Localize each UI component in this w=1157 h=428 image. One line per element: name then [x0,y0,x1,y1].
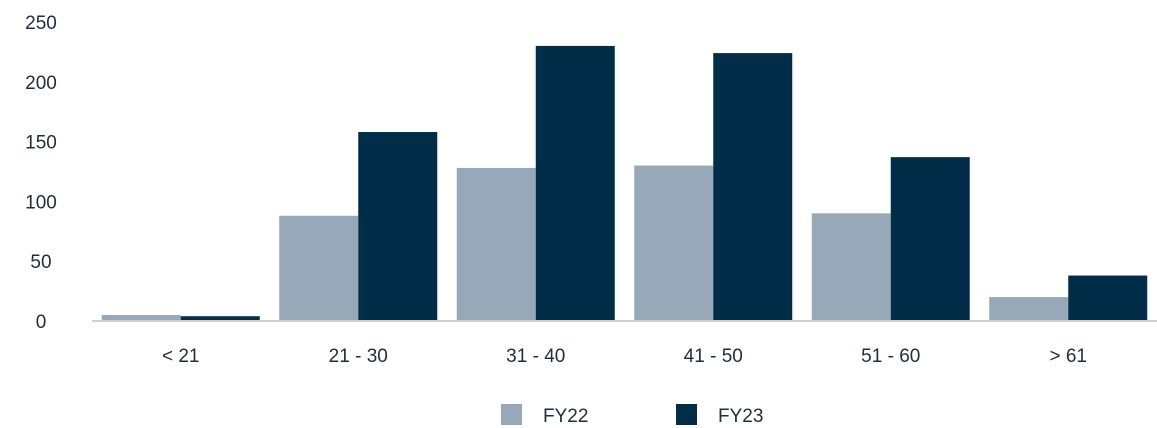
x-category-label: 51 - 60 [861,346,920,367]
bar-fy23-3 [713,53,793,321]
bar-fy23-0 [180,316,260,321]
y-tick-label: 150 [25,133,57,154]
y-tick-label: 250 [25,13,57,34]
y-tick-label: 200 [25,73,57,94]
x-category-label: > 61 [1049,346,1087,367]
bar-fy23-1 [358,132,438,321]
bar-fy23-4 [890,157,970,321]
bar-fy22-4 [811,213,891,321]
x-category-label: 41 - 50 [684,346,743,367]
bar-fy22-0 [101,315,181,321]
legend-item-fy22: FY22 [501,404,588,427]
legend-swatch [676,404,697,425]
legend: FY22 FY23 [501,404,763,427]
y-tick-label: 0 [36,312,47,333]
x-category-label: 31 - 40 [506,346,565,367]
bars-group [101,45,1148,322]
legend-item-fy23: FY23 [676,404,763,427]
bar-fy23-2 [535,45,615,322]
x-category-label: 21 - 30 [329,346,388,367]
bar-fy23-5 [1068,275,1148,321]
legend-swatch [501,404,522,425]
y-tick-label: 100 [25,192,57,213]
y-tick-label: 50 [30,252,51,273]
bar-fy22-3 [634,165,714,321]
y-axis-ticks: 0 50 100 150 200 250 [25,13,57,333]
x-category-label: < 21 [162,346,200,367]
bar-fy22-2 [456,167,536,321]
x-axis-labels: < 21 21 - 30 31 - 40 41 - 50 51 - 60 > 61 [162,346,1087,367]
bar-fy22-5 [989,297,1069,321]
bar-fy22-1 [279,215,359,321]
legend-label: FY23 [718,406,763,427]
legend-label: FY22 [543,406,588,427]
